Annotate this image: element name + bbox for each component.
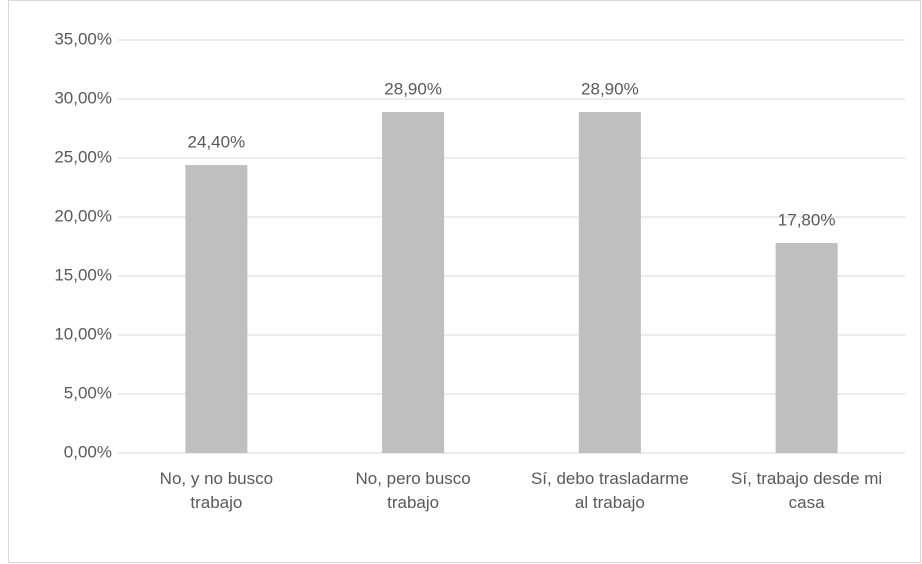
chart-border [8, 0, 921, 563]
y-tick-label: 25,00% [54, 147, 112, 166]
data-label: 17,80% [778, 210, 836, 229]
y-tick-label: 30,00% [54, 88, 112, 107]
x-tick-label: Sí, trabajo desde mi casa [731, 469, 883, 512]
bar [775, 242, 838, 453]
data-label: 24,40% [188, 133, 246, 152]
y-tick-label: 15,00% [54, 265, 112, 284]
bar [185, 165, 248, 453]
y-tick-label: 0,00% [64, 442, 112, 461]
data-label: 28,90% [384, 79, 442, 98]
data-label: 28,90% [581, 79, 639, 98]
x-tick-label: No, y no busco trabajo [159, 469, 274, 512]
x-tick-label: Sí, debo trasladarme al trabajo [530, 469, 689, 512]
bar [382, 111, 445, 453]
y-tick-label: 5,00% [64, 383, 112, 402]
bar [578, 111, 641, 453]
y-tick-label: 35,00% [54, 29, 112, 48]
x-tick-label: No, pero busco trabajo [355, 469, 471, 512]
y-tick-label: 10,00% [54, 324, 112, 343]
y-tick-label: 20,00% [54, 206, 112, 225]
